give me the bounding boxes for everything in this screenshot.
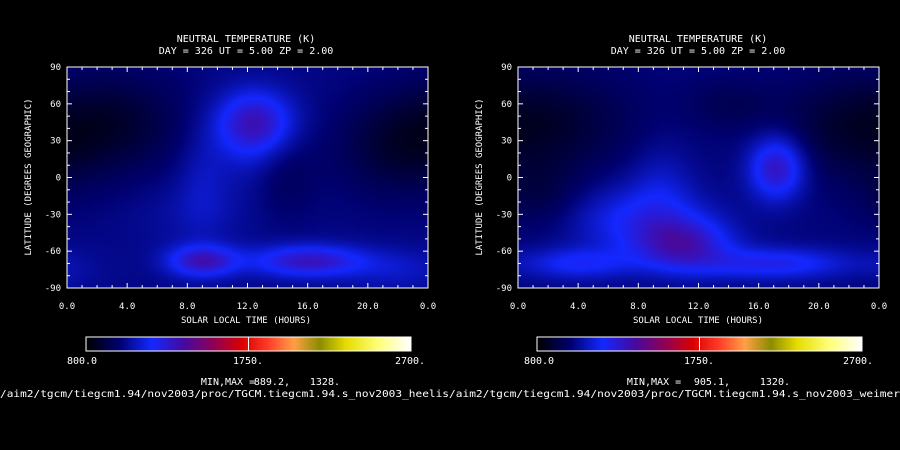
x-tick-label: 0.0 [510,302,526,312]
x-axis-label: SOLAR LOCAL TIME (HOURS) [633,316,763,326]
y-tick-label: 0 [507,174,512,184]
x-tick-label: 8.0 [179,302,195,312]
y-tick-label: -30 [45,210,61,220]
x-axis-label: SOLAR LOCAL TIME (HOURS) [181,316,311,326]
heatmap-image [518,67,879,288]
x-tick-label: 0.0 [871,302,887,312]
y-tick-label: 0 [56,174,61,184]
x-tick-label: 20.0 [357,302,379,312]
y-tick-label: -90 [45,284,61,294]
y-tick-label: 30 [50,137,61,147]
x-tick-label: 0.0 [420,302,436,312]
x-tick-label: 12.0 [688,302,710,312]
y-tick-label: 60 [501,100,512,110]
y-tick-label: 90 [50,63,61,73]
left-file-path: /aim2/tgcm/tiegcm1.94/nov2003/proc/TGCM.… [0,389,449,400]
chart-subtitle: DAY = 326 UT = 5.00 ZP = 2.00 [611,46,786,57]
colorbar-max-label: 2700. [395,356,425,367]
y-tick-label: -90 [496,284,512,294]
colorbar-min-label: 800.0 [67,356,97,367]
colorbar-mid-label: 1750. [233,356,263,367]
x-tick-label: 16.0 [297,302,319,312]
x-tick-label: 20.0 [808,302,830,312]
x-tick-label: 4.0 [570,302,586,312]
y-tick-label: 60 [50,100,61,110]
x-tick-label: 12.0 [237,302,259,312]
max-value: 1328. [310,377,340,388]
minmax-label: MIN,MAX = [627,377,681,388]
y-axis-label: LATITUDE (DEGREES GEOGRAPHIC) [475,98,485,255]
right-file-path: /aim2/tgcm/tiegcm1.94/nov2003/proc/TGCM.… [449,389,900,400]
colorbar-mid-label: 1750. [684,356,714,367]
chart-subtitle: DAY = 326 UT = 5.00 ZP = 2.00 [159,46,334,57]
y-tick-label: -60 [496,247,512,257]
axis-ticks: 0.0 4.0 8.0 12.0 16.0 20.0 0.0 90 60 30 0 -30 -60 -90 [496,63,887,312]
x-tick-label: 4.0 [119,302,135,312]
x-tick-label: 8.0 [630,302,646,312]
axis-ticks: 0.0 4.0 8.0 12.0 16.0 20.0 0.0 90 60 30 0 -30 -60 -90 [45,63,436,312]
heatmap-image [67,67,428,288]
y-tick-label: -30 [496,210,512,220]
y-tick-label: -60 [45,247,61,257]
x-tick-label: 0.0 [59,302,75,312]
max-value: 1320. [760,377,790,388]
min-value: 889.2, [254,377,290,388]
y-tick-label: 90 [501,63,512,73]
minmax-label: MIN,MAX = [201,377,255,388]
right-panel: NEUTRAL TEMPERATURE (K) DAY = 326 UT = 5… [475,34,887,388]
chart-title: NEUTRAL TEMPERATURE (K) [177,34,315,45]
chart-title: NEUTRAL TEMPERATURE (K) [629,34,767,45]
colorbar-max-label: 2700. [843,356,873,367]
y-tick-label: 30 [501,137,512,147]
y-axis-label: LATITUDE (DEGREES GEOGRAPHIC) [24,98,34,255]
min-value: 905.1, [694,377,730,388]
left-panel: NEUTRAL TEMPERATURE (K) DAY = 326 UT = 5… [24,34,436,388]
x-tick-label: 16.0 [748,302,770,312]
colorbar-min-label: 800.0 [524,356,554,367]
